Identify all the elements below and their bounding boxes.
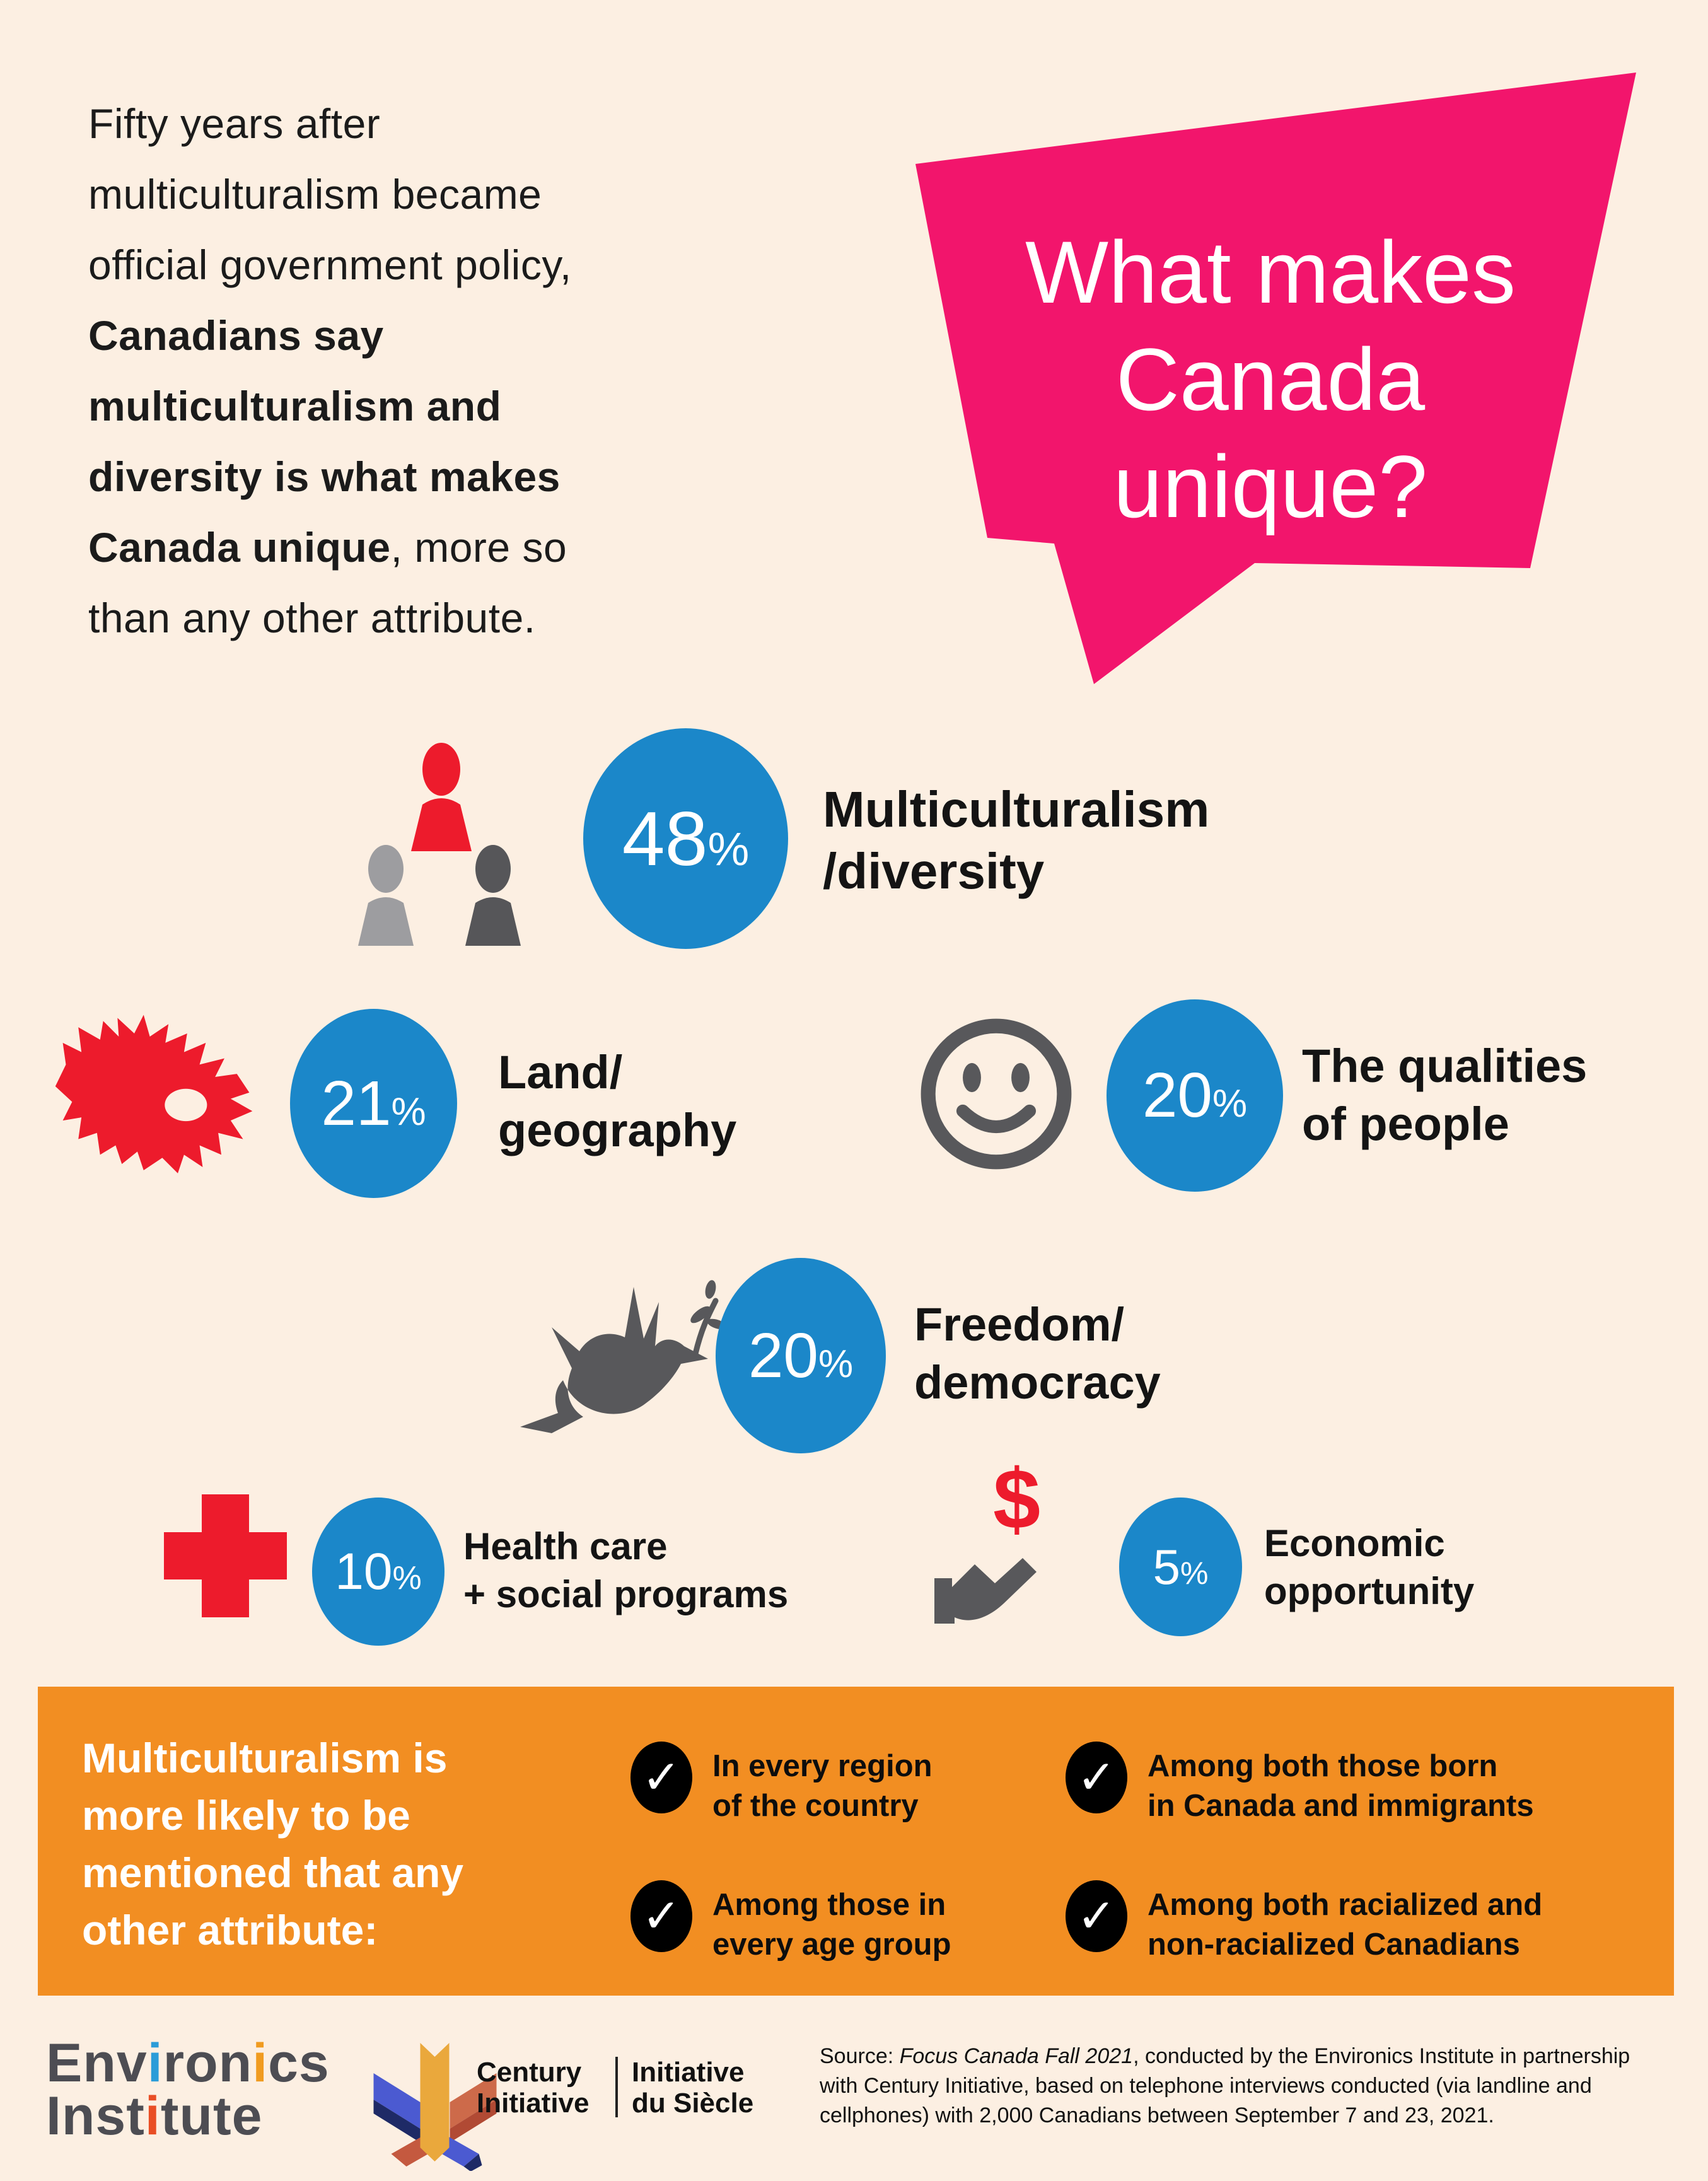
- stat-circle-economic: 5%: [1119, 1498, 1242, 1636]
- banner-heading: Multiculturalism is more likely to be me…: [82, 1735, 464, 1953]
- canada-map-icon: [55, 1015, 253, 1173]
- speech-bubble: What makes Canada unique?: [915, 73, 1636, 684]
- stat-circle-qualities: 20%: [1107, 999, 1283, 1192]
- intro-line: multiculturalism and: [88, 383, 502, 429]
- intro-paragraph: Fifty years after multiculturalism becam…: [88, 88, 883, 653]
- checkmark-icon: ✓: [630, 1880, 692, 1952]
- stat-value: 5: [1153, 1538, 1180, 1595]
- percent-sign: %: [1212, 1082, 1248, 1125]
- stat-circle-healthcare: 10%: [312, 1498, 444, 1646]
- dollar-sign-icon: $: [993, 1451, 1041, 1547]
- checkmark-icon: ✓: [1066, 1742, 1127, 1813]
- stat-circle-multiculturalism: 48%: [583, 728, 788, 949]
- stat-label-qualities: The qualities of people: [1302, 1040, 1588, 1150]
- banner-item: In every region of the country: [712, 1749, 932, 1823]
- banner-item: Among both racialized and non-racialized …: [1147, 1888, 1543, 1962]
- red-cross-icon: [164, 1494, 287, 1617]
- percent-sign: %: [707, 823, 750, 875]
- intro-line: diversity is what makes: [88, 453, 561, 500]
- intro-line: Canada unique, more so: [88, 524, 567, 571]
- stat-label-multiculturalism: Multiculturalism /diversity: [823, 781, 1210, 899]
- initiative-du-siecle-wordmark: Initiative du Siècle: [632, 2057, 754, 2119]
- logo-divider: [615, 2057, 618, 2117]
- source-note: Source: Focus Canada Fall 2021, conducte…: [820, 2044, 1630, 2127]
- bubble-title-line: What makes: [1025, 223, 1516, 322]
- stat-label-land: Land/ geography: [498, 1046, 737, 1156]
- bubble-title-line: unique?: [1113, 437, 1427, 536]
- checkmark-icon: ✓: [1066, 1880, 1127, 1952]
- hand-icon: [934, 1558, 1037, 1624]
- stat-value: 21: [321, 1067, 392, 1139]
- stat-label-economic: Economic opportunity: [1264, 1522, 1475, 1612]
- speech-bubble-shape: [915, 73, 1636, 684]
- intro-line: Canadians say: [88, 312, 384, 359]
- stat-value: 20: [748, 1320, 819, 1391]
- intro-line: than any other attribute.: [88, 595, 536, 641]
- highlight-banner: Multiculturalism is more likely to be me…: [38, 1687, 1674, 1996]
- stat-circle-land: 21%: [290, 1009, 457, 1198]
- stat-label-freedom: Freedom/ democracy: [914, 1298, 1161, 1409]
- percent-sign: %: [392, 1559, 422, 1596]
- checkmark-icon: ✓: [630, 1742, 692, 1813]
- stat-circle-freedom: 20%: [716, 1258, 886, 1453]
- intro-line: multiculturalism became: [88, 171, 542, 218]
- banner-item: Among those in every age group: [712, 1888, 951, 1962]
- intro-line: Fifty years after: [88, 100, 381, 147]
- percent-sign: %: [391, 1090, 426, 1134]
- century-initiative-logo-icon: [373, 2043, 497, 2171]
- stat-value: 20: [1142, 1060, 1213, 1131]
- stat-value: 10: [335, 1542, 393, 1600]
- stat-value: 48: [622, 796, 708, 881]
- banner-item: Among both those born in Canada and immig…: [1147, 1749, 1534, 1823]
- people-icon: [358, 743, 521, 946]
- intro-line: official government policy,: [88, 241, 572, 288]
- dove-icon: [520, 1280, 722, 1433]
- environics-institute-logo: Environics Institute: [46, 2033, 330, 2146]
- stat-label-healthcare: Health care + social programs: [463, 1525, 789, 1615]
- century-initiative-wordmark: Century Initiative: [477, 2057, 590, 2119]
- smiley-face-icon: [921, 1018, 1072, 1170]
- percent-sign: %: [818, 1342, 854, 1386]
- bubble-title-line: Canada: [1116, 330, 1426, 429]
- percent-sign: %: [1180, 1555, 1209, 1591]
